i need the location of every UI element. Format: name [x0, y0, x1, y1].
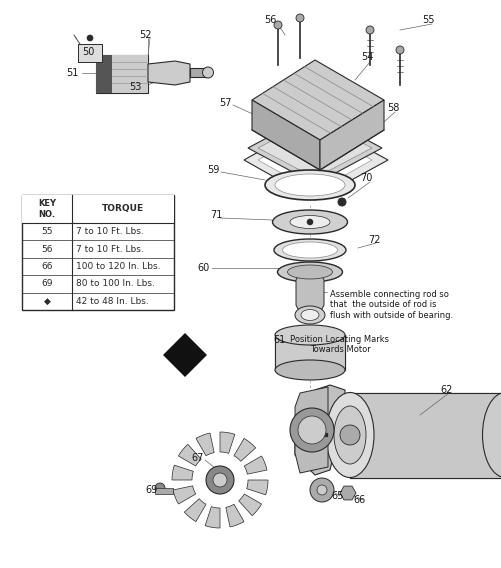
Circle shape [296, 14, 304, 22]
Text: 67: 67 [191, 453, 204, 463]
Text: 80 to 100 In. Lbs.: 80 to 100 In. Lbs. [76, 279, 155, 289]
Polygon shape [163, 333, 206, 377]
Text: 7 to 10 Ft. Lbs.: 7 to 10 Ft. Lbs. [76, 227, 143, 236]
Ellipse shape [282, 242, 337, 258]
Circle shape [87, 35, 93, 41]
Text: 61: 61 [274, 335, 286, 345]
Bar [22, 195, 174, 310]
Polygon shape [258, 128, 371, 192]
Text: Assemble connecting rod so
that  the outside of rod is
flush with outside of bea: Assemble connecting rod so that the outs… [329, 290, 452, 320]
Wedge shape [233, 438, 255, 461]
Text: 58: 58 [386, 103, 398, 113]
Polygon shape [339, 486, 355, 500]
Ellipse shape [275, 360, 344, 380]
Text: 54: 54 [360, 52, 372, 62]
Ellipse shape [481, 392, 501, 478]
Text: 56: 56 [41, 245, 53, 253]
Text: 55: 55 [41, 227, 53, 236]
Text: 66: 66 [41, 262, 53, 271]
Ellipse shape [272, 210, 347, 234]
Wedge shape [178, 444, 201, 466]
Text: 66: 66 [353, 495, 365, 505]
Text: 72: 72 [367, 235, 379, 245]
Text: 62: 62 [440, 385, 452, 395]
Text: 71: 71 [209, 210, 222, 220]
Ellipse shape [275, 174, 344, 196]
Ellipse shape [295, 306, 324, 324]
Polygon shape [319, 100, 383, 170]
Wedge shape [195, 433, 214, 456]
Wedge shape [173, 486, 195, 504]
Bar [189, 68, 207, 77]
Bar [96, 55, 148, 93]
Circle shape [205, 466, 233, 494]
Circle shape [298, 416, 325, 444]
Circle shape [155, 483, 165, 493]
Wedge shape [184, 499, 205, 521]
Circle shape [202, 67, 213, 78]
Text: 7 to 10 Ft. Lbs.: 7 to 10 Ft. Lbs. [76, 245, 143, 253]
Circle shape [395, 46, 403, 54]
Text: Position Locating Marks
Towards Motor: Position Locating Marks Towards Motor [290, 335, 389, 354]
Ellipse shape [275, 325, 344, 345]
Bar [22, 195, 174, 223]
Wedge shape [238, 494, 261, 516]
Ellipse shape [265, 170, 354, 200]
Text: 70: 70 [359, 173, 371, 183]
Wedge shape [219, 432, 234, 453]
Bar [78, 44, 102, 62]
Polygon shape [252, 60, 383, 140]
Ellipse shape [290, 215, 329, 228]
Polygon shape [243, 120, 387, 200]
Circle shape [337, 198, 345, 206]
Text: 51: 51 [66, 68, 78, 78]
Ellipse shape [277, 262, 342, 282]
Text: 65: 65 [331, 491, 344, 501]
Wedge shape [205, 507, 219, 528]
Text: 42 to 48 In. Lbs.: 42 to 48 In. Lbs. [76, 297, 148, 306]
Circle shape [310, 478, 333, 502]
Circle shape [316, 485, 326, 495]
Circle shape [274, 21, 282, 29]
Ellipse shape [325, 392, 373, 478]
Text: 59: 59 [206, 165, 219, 175]
Polygon shape [258, 118, 371, 178]
Polygon shape [148, 61, 189, 85]
Text: ◆: ◆ [44, 297, 50, 306]
Text: 60: 60 [197, 263, 210, 273]
Circle shape [365, 26, 373, 34]
Text: 57: 57 [218, 98, 231, 108]
Polygon shape [295, 387, 327, 473]
Wedge shape [246, 480, 268, 495]
Wedge shape [244, 456, 267, 474]
Circle shape [290, 408, 333, 452]
Ellipse shape [301, 310, 318, 320]
Polygon shape [295, 385, 344, 475]
Ellipse shape [274, 239, 345, 261]
Text: 50: 50 [82, 47, 94, 57]
Circle shape [339, 425, 359, 445]
Wedge shape [225, 504, 243, 527]
Ellipse shape [333, 406, 365, 464]
Text: KEY
NO.: KEY NO. [38, 199, 56, 219]
Bar [155, 488, 173, 494]
Text: 69: 69 [41, 279, 53, 289]
Bar [112, 55, 148, 93]
Bar [96, 55, 112, 93]
Text: 53: 53 [129, 82, 141, 92]
Text: 52: 52 [138, 30, 151, 40]
Text: 56: 56 [264, 15, 276, 25]
Circle shape [212, 473, 226, 487]
Text: TORQUE: TORQUE [102, 204, 144, 214]
Text: 100 to 120 In. Lbs.: 100 to 120 In. Lbs. [76, 262, 160, 271]
Polygon shape [247, 112, 381, 184]
Ellipse shape [287, 265, 332, 279]
Text: 69: 69 [146, 485, 158, 495]
Wedge shape [172, 465, 193, 480]
Polygon shape [252, 100, 319, 170]
Circle shape [307, 219, 313, 225]
Text: 55: 55 [421, 15, 433, 25]
Polygon shape [296, 272, 323, 313]
